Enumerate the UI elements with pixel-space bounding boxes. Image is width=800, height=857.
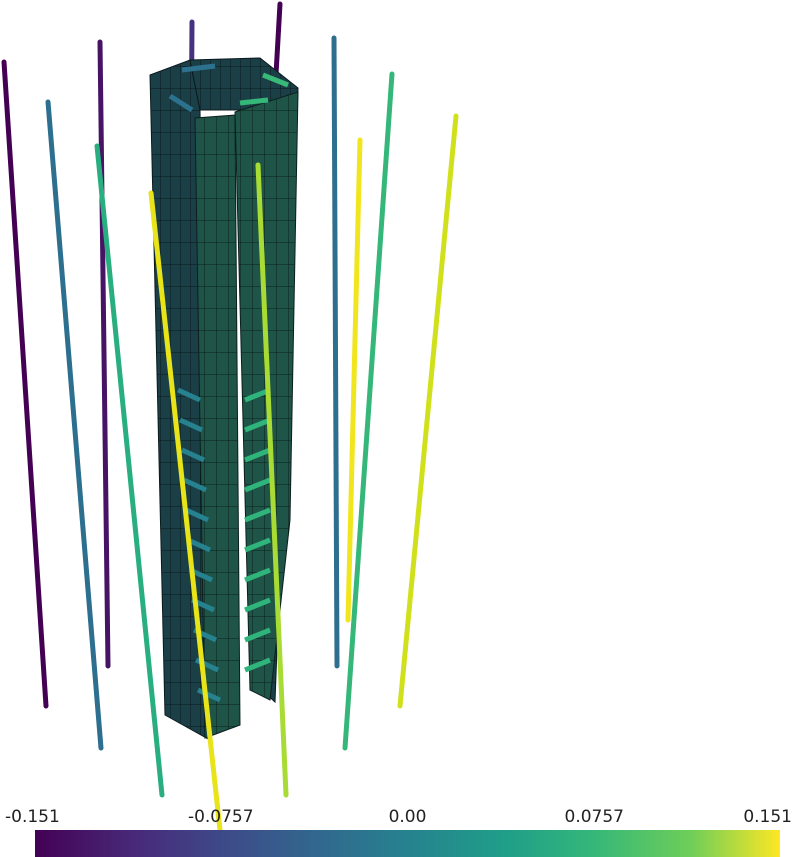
- colorbar-tick-label: -0.0757: [188, 807, 254, 827]
- rod: [4, 62, 46, 706]
- rod: [100, 42, 108, 666]
- colorbar-tick-label: -0.151: [5, 807, 60, 827]
- rod: [48, 102, 101, 748]
- colorbar-tick-label: 0.151: [743, 807, 792, 827]
- rod: [400, 116, 456, 706]
- scene: -0.151 -0.0757 0.00 0.0757 0.151: [0, 0, 800, 857]
- colorbar: [35, 830, 780, 857]
- colorbar-tick-label: 0.00: [389, 807, 427, 827]
- rung: [240, 100, 268, 103]
- colorbar-tick-label: 0.0757: [565, 807, 624, 827]
- colorbar-ticks: -0.151 -0.0757 0.00 0.0757 0.151: [5, 807, 792, 827]
- rod: [334, 38, 337, 666]
